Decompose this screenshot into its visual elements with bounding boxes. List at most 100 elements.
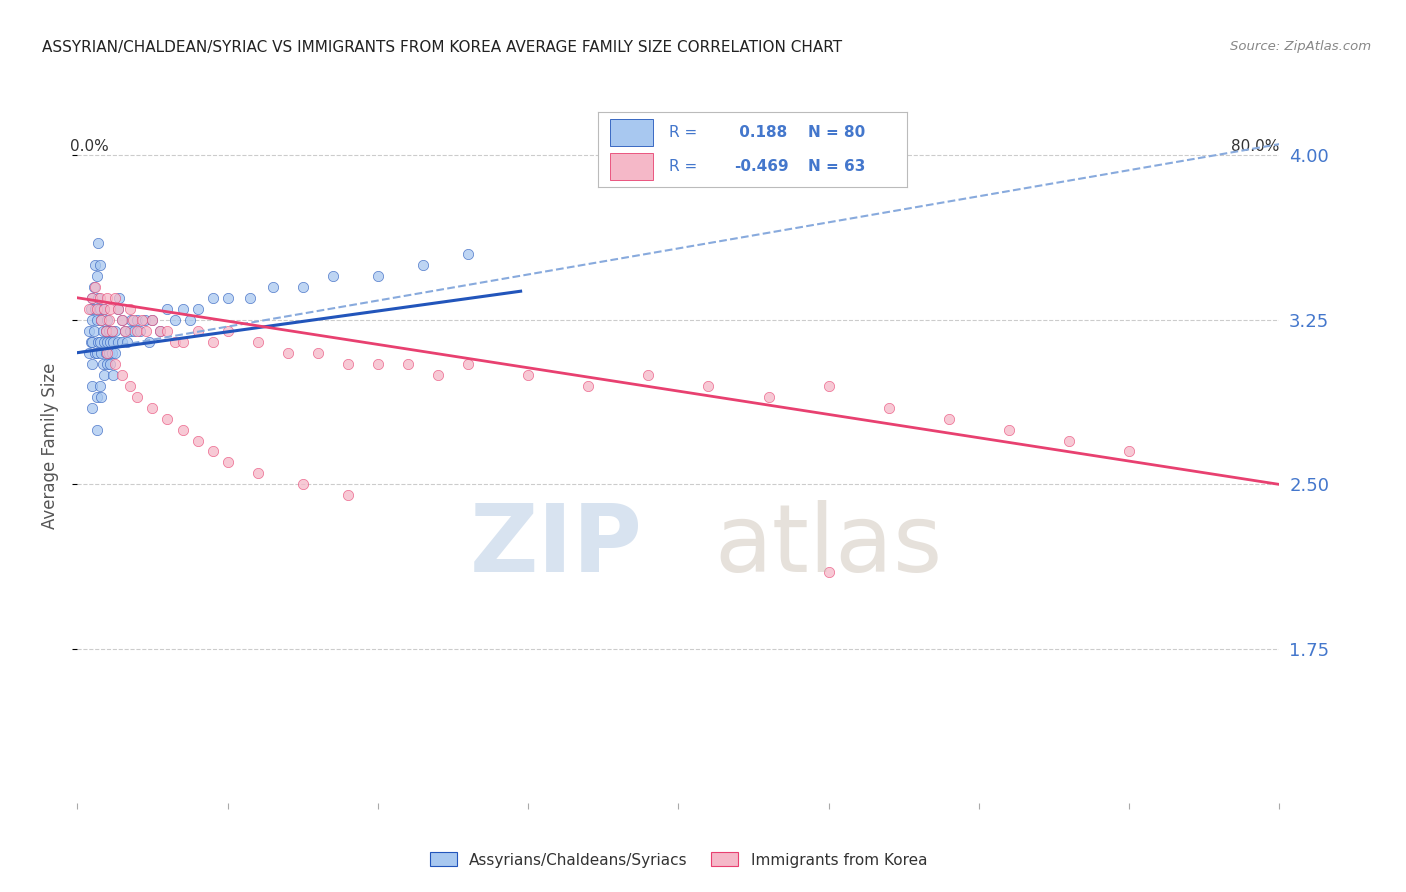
Point	[122, 312, 145, 326]
Point	[156, 411, 179, 425]
Point	[89, 378, 111, 392]
Point	[187, 324, 209, 338]
Point	[307, 345, 329, 359]
Point	[89, 301, 111, 316]
Point	[84, 345, 107, 359]
Point	[367, 268, 389, 283]
Point	[517, 368, 540, 382]
Point	[124, 324, 146, 338]
Point	[156, 324, 179, 338]
Point	[104, 357, 127, 371]
Point	[637, 368, 659, 382]
Text: R =: R =	[669, 159, 697, 174]
Point	[86, 301, 108, 316]
Point	[97, 312, 120, 326]
Point	[107, 334, 129, 349]
Point	[86, 390, 108, 404]
Point	[94, 324, 117, 338]
Point	[187, 434, 209, 448]
Point	[79, 324, 101, 338]
Point	[87, 291, 110, 305]
Point	[82, 312, 104, 326]
Point	[79, 301, 101, 316]
Point	[101, 324, 124, 338]
Text: ZIP: ZIP	[470, 500, 643, 592]
Point	[277, 345, 299, 359]
Bar	[610, 119, 654, 145]
Point	[84, 301, 107, 316]
Point	[82, 334, 104, 349]
Point	[141, 401, 163, 415]
Point	[84, 280, 107, 294]
Point	[576, 378, 599, 392]
Point	[217, 324, 239, 338]
Point	[163, 334, 186, 349]
Point	[412, 258, 434, 272]
Point	[111, 368, 134, 382]
Point	[96, 357, 118, 371]
Y-axis label: Average Family Size: Average Family Size	[41, 363, 59, 529]
Point	[1118, 444, 1140, 458]
Text: atlas: atlas	[714, 500, 942, 592]
Point	[172, 334, 194, 349]
Point	[101, 345, 124, 359]
Point	[938, 411, 960, 425]
Point	[201, 291, 224, 305]
Point	[83, 324, 105, 338]
Point	[103, 334, 125, 349]
Point	[82, 291, 104, 305]
Point	[187, 301, 209, 316]
Point	[138, 334, 160, 349]
Point	[111, 334, 134, 349]
Point	[97, 324, 120, 338]
Text: N = 63: N = 63	[808, 159, 865, 174]
Point	[111, 312, 134, 326]
Point	[94, 324, 117, 338]
Point	[172, 301, 194, 316]
Point	[93, 301, 115, 316]
Point	[246, 467, 269, 481]
Point	[134, 312, 156, 326]
Point	[107, 301, 129, 316]
Point	[135, 324, 157, 338]
Point	[118, 301, 141, 316]
Point	[291, 280, 314, 294]
Text: R =: R =	[669, 125, 697, 140]
Point	[163, 312, 186, 326]
Point	[239, 291, 262, 305]
Point	[217, 291, 239, 305]
Point	[114, 324, 136, 338]
Point	[817, 378, 839, 392]
Point	[104, 345, 127, 359]
Point	[172, 423, 194, 437]
Point	[201, 334, 224, 349]
Point	[93, 368, 115, 382]
Point	[82, 291, 104, 305]
Bar	[610, 153, 654, 179]
Point	[246, 334, 269, 349]
Point	[322, 268, 344, 283]
Point	[87, 235, 110, 250]
Point	[1057, 434, 1080, 448]
Point	[100, 301, 122, 316]
Point	[877, 401, 900, 415]
Point	[96, 345, 118, 359]
Text: N = 80: N = 80	[808, 125, 865, 140]
Point	[80, 334, 103, 349]
Point	[83, 280, 105, 294]
Point	[90, 345, 112, 359]
Point	[89, 334, 111, 349]
Point	[697, 378, 720, 392]
Point	[91, 357, 114, 371]
Point	[82, 357, 104, 371]
Point	[367, 357, 389, 371]
Text: 0.0%: 0.0%	[70, 139, 108, 154]
Point	[86, 268, 108, 283]
Point	[457, 247, 479, 261]
Point	[86, 345, 108, 359]
Point	[396, 357, 419, 371]
Point	[101, 324, 124, 338]
Point	[104, 291, 127, 305]
Point	[179, 312, 201, 326]
Point	[104, 324, 127, 338]
